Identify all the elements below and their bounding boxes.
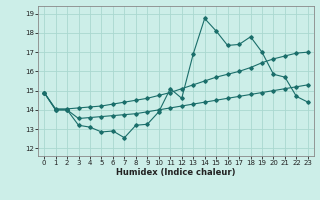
X-axis label: Humidex (Indice chaleur): Humidex (Indice chaleur)	[116, 168, 236, 177]
